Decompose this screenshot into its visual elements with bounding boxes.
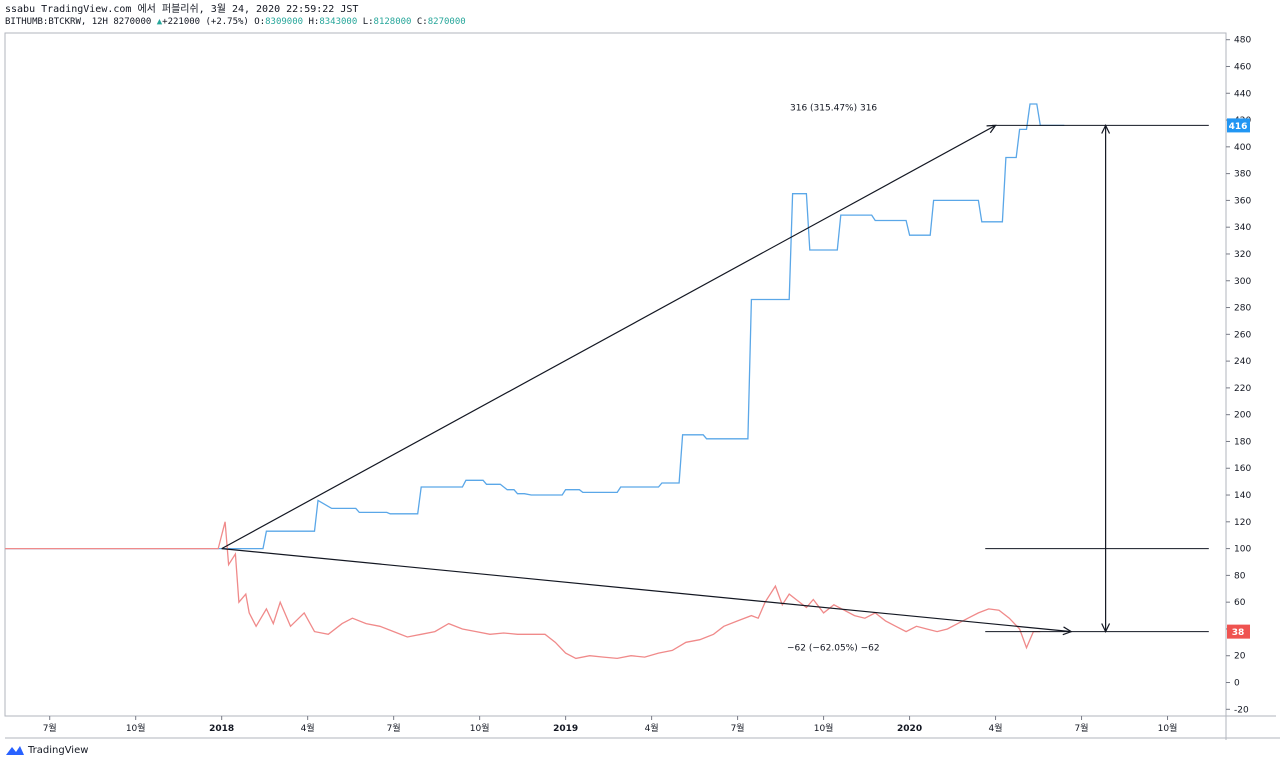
y-tick-label-13: 220 bbox=[1234, 384, 1251, 394]
y-tick-label-2: 440 bbox=[1234, 89, 1251, 99]
x-tick-label-1: 10월 bbox=[126, 722, 146, 734]
y-tick-label-11: 260 bbox=[1234, 330, 1251, 340]
y-tick-label-16: 160 bbox=[1234, 464, 1251, 474]
y-tick-label-12: 240 bbox=[1234, 357, 1251, 367]
y-tick-label-21: 60 bbox=[1234, 598, 1246, 608]
series-line-red bbox=[5, 521, 1041, 660]
low-label: L: bbox=[362, 17, 374, 27]
y-tick-label-18: 120 bbox=[1234, 518, 1251, 528]
x-tick-label-12: 7월 bbox=[1075, 722, 1089, 734]
y-tick-label-15: 180 bbox=[1234, 437, 1251, 447]
price-badge-1 bbox=[1227, 624, 1250, 639]
open-label: O: bbox=[254, 17, 266, 27]
price-badge-label-0: 416 bbox=[1229, 122, 1248, 132]
tradingview-logo-icon bbox=[6, 746, 24, 755]
last-price: 8270000 bbox=[113, 17, 152, 27]
price-badge-label-1: 38 bbox=[1232, 628, 1245, 638]
y-tick-label-24: 0 bbox=[1234, 679, 1240, 689]
y-tick-label-7: 340 bbox=[1234, 223, 1251, 233]
series-line-blue bbox=[5, 103, 1065, 550]
x-tick-label-3: 4월 bbox=[301, 722, 315, 734]
x-tick-label-2: 2018 bbox=[209, 724, 234, 734]
measure-down-arrow-head bbox=[1101, 623, 1111, 634]
symbol-label: BITHUMB:BTCKRW, 12H bbox=[5, 17, 108, 27]
upper-trend-arrow bbox=[221, 124, 996, 550]
low-value: 8128000 bbox=[373, 17, 412, 27]
plot-frame bbox=[4, 32, 1227, 717]
x-tick-label-4: 7월 bbox=[387, 722, 401, 734]
high-value: 8343000 bbox=[319, 17, 358, 27]
x-tick-label-5: 10월 bbox=[470, 722, 490, 734]
y-tick-label-25: -20 bbox=[1234, 705, 1249, 715]
y-tick-label-9: 300 bbox=[1234, 277, 1251, 287]
symbol-info: BITHUMB:BTCKRW, 12H 8270000 ▲+221000 (+2… bbox=[5, 16, 1225, 29]
y-tick-label-6: 360 bbox=[1234, 196, 1251, 206]
x-tick-label-8: 7월 bbox=[731, 722, 745, 734]
y-tick-label-1: 460 bbox=[1234, 62, 1251, 72]
y-tick-label-8: 320 bbox=[1234, 250, 1251, 260]
y-tick-label-17: 140 bbox=[1234, 491, 1251, 501]
close-value: 8270000 bbox=[427, 17, 466, 27]
x-tick-label-10: 2020 bbox=[897, 724, 922, 734]
measure-up-arrow-head bbox=[1101, 124, 1111, 134]
upper-trend-arrow-head bbox=[986, 124, 997, 134]
publish-info: ssabu TradingView.com 에서 퍼블리쉬, 3월 24, 20… bbox=[5, 4, 359, 15]
y-tick-label-20: 80 bbox=[1234, 571, 1246, 581]
chart-header: ssabu TradingView.com 에서 퍼블리쉬, 3월 24, 20… bbox=[5, 3, 1225, 29]
y-tick-label-14: 200 bbox=[1234, 411, 1251, 421]
y-tick-label-19: 100 bbox=[1234, 545, 1251, 555]
high-label: H: bbox=[308, 17, 320, 27]
close-label: C: bbox=[416, 17, 428, 27]
x-tick-label-7: 4월 bbox=[645, 722, 659, 734]
lower-measure-label: −62 (−62.05%) −62 bbox=[787, 644, 880, 654]
x-tick-label-11: 4월 bbox=[989, 722, 1003, 734]
brand-label: TradingView bbox=[28, 744, 89, 756]
y-tick-label-0: 480 bbox=[1234, 36, 1251, 46]
x-tick-label-13: 10월 bbox=[1158, 722, 1178, 734]
y-tick-label-23: 20 bbox=[1234, 652, 1246, 662]
up-triangle-icon: ▲ bbox=[156, 17, 163, 27]
upper-measure-label: 316 (315.47%) 316 bbox=[790, 103, 877, 113]
x-tick-label-0: 7월 bbox=[43, 722, 57, 734]
y-tick-label-5: 380 bbox=[1234, 170, 1251, 180]
tradingview-footer[interactable]: TradingView bbox=[5, 744, 88, 756]
lower-trend-arrow bbox=[221, 548, 1072, 633]
price-change: +221000 (+2.75%) bbox=[162, 17, 249, 27]
y-tick-label-10: 280 bbox=[1234, 304, 1251, 314]
price-badge-0 bbox=[1227, 118, 1250, 133]
y-tick-label-4: 400 bbox=[1234, 143, 1251, 153]
x-tick-label-6: 2019 bbox=[553, 724, 578, 734]
open-value: 8309000 bbox=[265, 17, 304, 27]
lower-trend-arrow-head bbox=[1062, 626, 1073, 636]
x-tick-label-9: 10월 bbox=[814, 722, 834, 734]
